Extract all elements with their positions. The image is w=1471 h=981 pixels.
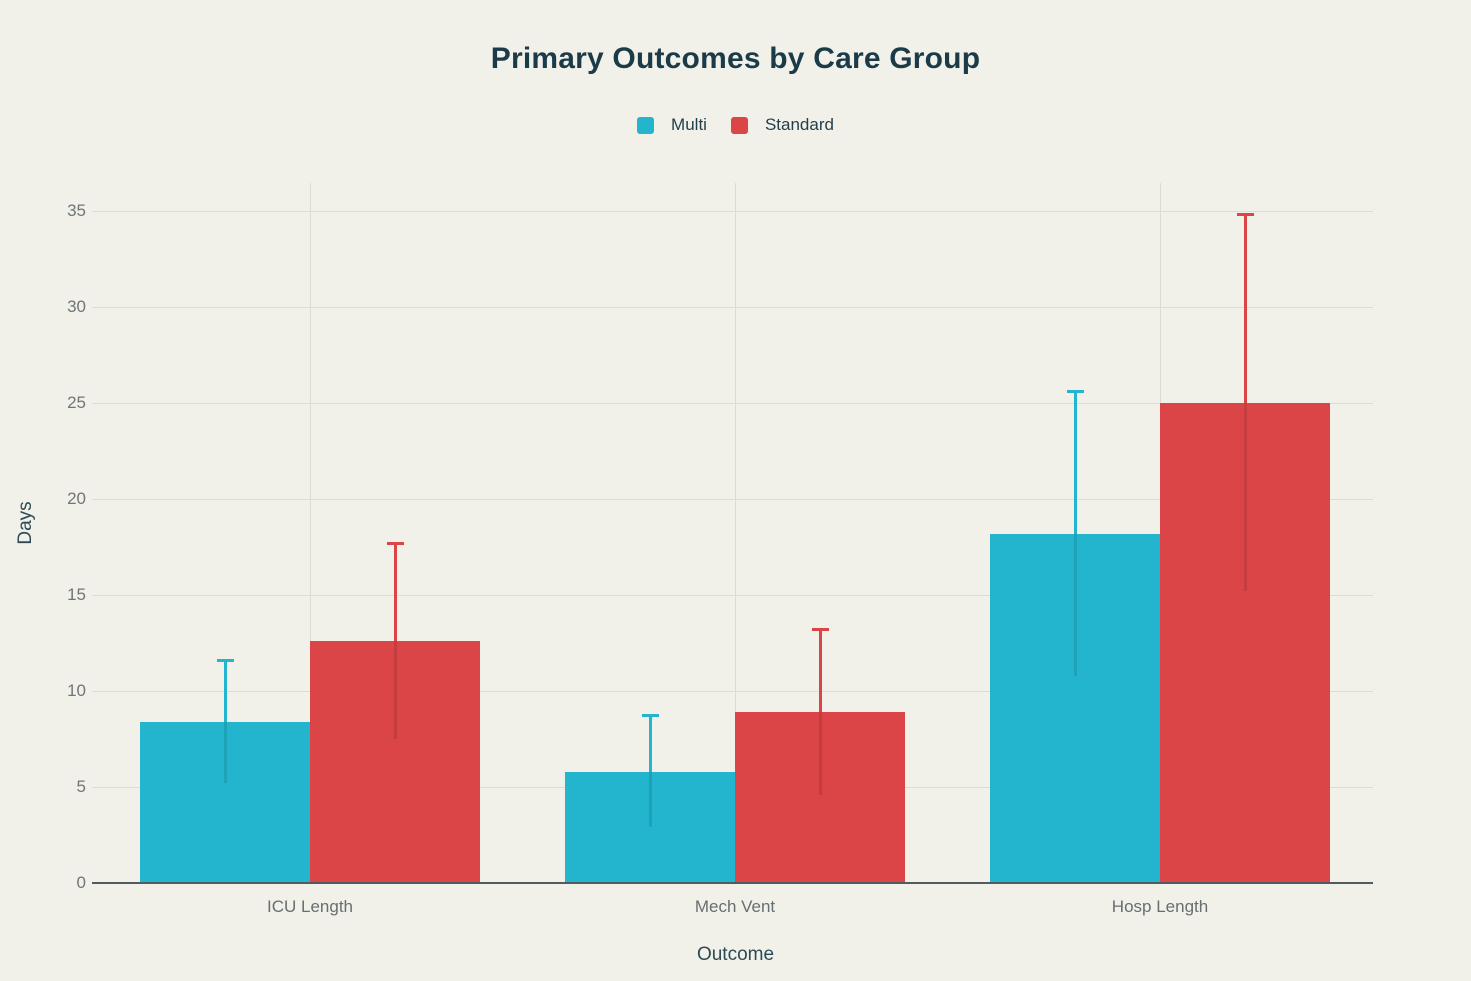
gridline-horizontal — [92, 210, 1373, 212]
legend-swatch-standard — [730, 116, 748, 134]
error-bar-lower-multi-mech-vent — [648, 771, 652, 828]
error-bar-lower-standard-hosp-length — [1243, 403, 1247, 592]
y-tick-label: 25 — [67, 393, 86, 412]
bar-multi-icu-length — [140, 721, 310, 883]
error-bar-multi-mech-vent — [648, 715, 652, 772]
legend: Multi Standard — [0, 115, 1471, 135]
y-tick-label: 5 — [76, 777, 86, 796]
legend-label-multi: Multi — [671, 115, 707, 134]
gridline-horizontal — [92, 402, 1373, 404]
gridline-horizontal — [92, 498, 1373, 500]
x-axis-title: Outcome — [696, 944, 775, 965]
x-category-label-icu-length: ICU Length — [267, 897, 353, 916]
error-bar-lower-standard-icu-length — [393, 641, 397, 739]
plot-area — [92, 183, 1373, 883]
error-bar-lower-multi-icu-length — [223, 721, 227, 784]
y-tick-label: 35 — [67, 201, 86, 220]
gridline-horizontal — [92, 690, 1373, 692]
y-axis-title: Days — [15, 501, 36, 545]
error-bar-lower-standard-mech-vent — [818, 712, 822, 795]
error-bar-multi-hosp-length — [1073, 391, 1077, 534]
bar-standard-mech-vent — [735, 712, 905, 883]
x-category-label-mech-vent: Mech Vent — [694, 897, 776, 916]
error-bar-cap-multi-hosp-length — [1066, 389, 1084, 393]
bar-standard-hosp-length — [1160, 403, 1330, 883]
x-axis-line — [92, 882, 1373, 884]
legend-item-multi[interactable]: Multi — [637, 115, 707, 135]
error-bar-cap-standard-hosp-length — [1236, 213, 1254, 217]
error-bar-standard-icu-length — [393, 543, 397, 642]
y-tick-label: 15 — [67, 585, 86, 604]
error-bar-cap-standard-mech-vent — [811, 628, 829, 632]
error-bar-lower-multi-hosp-length — [1073, 533, 1077, 676]
y-tick-label: 20 — [67, 489, 86, 508]
gridline-horizontal — [92, 306, 1373, 308]
bar-standard-icu-length — [310, 641, 480, 883]
y-tick-label: 0 — [76, 873, 86, 892]
error-bar-cap-standard-icu-length — [386, 541, 404, 545]
error-bar-cap-multi-icu-length — [216, 658, 234, 662]
legend-label-standard: Standard — [764, 115, 834, 134]
gridline-horizontal — [92, 594, 1373, 596]
chart-title: Primary Outcomes by Care Group — [490, 42, 981, 75]
bar-multi-hosp-length — [990, 533, 1160, 883]
error-bar-standard-hosp-length — [1243, 214, 1247, 403]
x-category-label-hosp-length: Hosp Length — [1111, 897, 1209, 916]
gridline-vertical — [309, 183, 311, 883]
bar-multi-mech-vent — [565, 771, 735, 883]
gridline-vertical — [734, 183, 736, 883]
legend-item-standard[interactable]: Standard — [730, 115, 834, 135]
legend-swatch-multi — [637, 116, 655, 134]
y-tick-label: 30 — [67, 297, 86, 316]
y-tick-label: 10 — [67, 681, 86, 700]
error-bar-cap-multi-mech-vent — [641, 714, 659, 718]
error-bar-multi-icu-length — [223, 660, 227, 722]
error-bar-standard-mech-vent — [818, 629, 822, 713]
